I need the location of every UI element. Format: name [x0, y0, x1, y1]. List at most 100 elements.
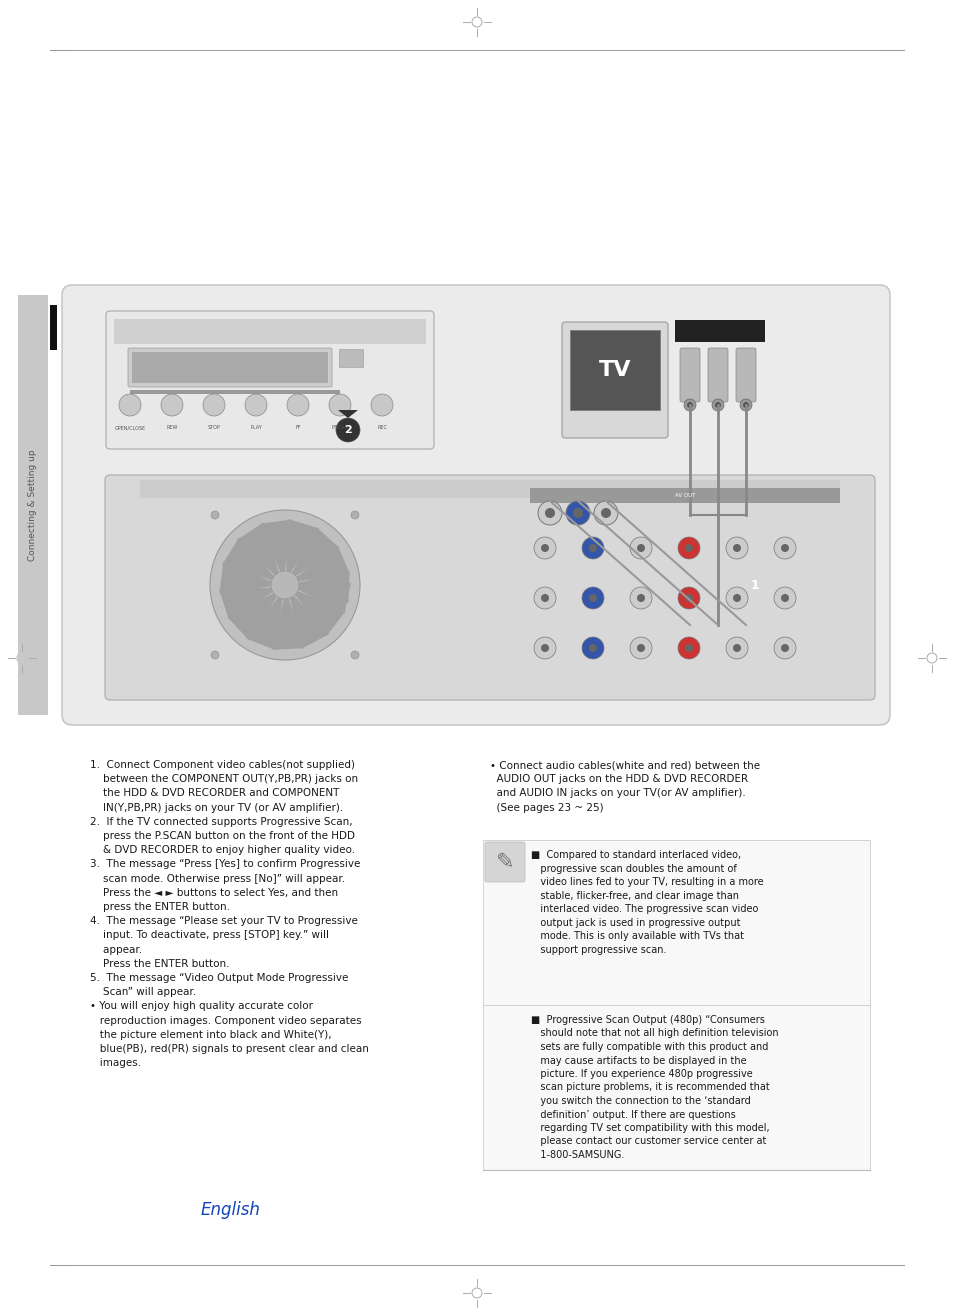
Text: 5.  The message “Video Output Mode Progressive: 5. The message “Video Output Mode Progre…: [90, 973, 348, 984]
Circle shape: [684, 594, 692, 602]
Circle shape: [781, 644, 788, 652]
Circle shape: [335, 418, 359, 442]
Text: STOP: STOP: [208, 425, 220, 430]
Polygon shape: [219, 588, 274, 619]
FancyBboxPatch shape: [707, 348, 727, 402]
Circle shape: [540, 594, 548, 602]
Circle shape: [537, 501, 561, 525]
Circle shape: [581, 636, 603, 659]
Circle shape: [594, 501, 618, 525]
Circle shape: [714, 402, 720, 408]
FancyBboxPatch shape: [140, 480, 840, 498]
Text: input. To deactivate, press [STOP] key.” will: input. To deactivate, press [STOP] key.”…: [90, 931, 329, 940]
Polygon shape: [294, 546, 350, 581]
Text: 1-800-SAMSUNG.: 1-800-SAMSUNG.: [531, 1151, 623, 1160]
Polygon shape: [289, 594, 329, 650]
Polygon shape: [296, 583, 351, 614]
Text: 3.  The message “Press [Yes] to confirm Progressive: 3. The message “Press [Yes] to confirm P…: [90, 860, 360, 869]
Polygon shape: [337, 410, 357, 418]
Text: you switch the connection to the ‘standard: you switch the connection to the ‘standa…: [531, 1095, 750, 1106]
Circle shape: [287, 394, 309, 416]
Text: REC: REC: [376, 425, 387, 430]
Text: ■  Compared to standard interlaced video,: ■ Compared to standard interlaced video,: [531, 849, 740, 860]
FancyBboxPatch shape: [735, 348, 755, 402]
Circle shape: [211, 651, 219, 659]
Text: output jack is used in progressive output: output jack is used in progressive outpu…: [531, 918, 740, 927]
Circle shape: [371, 394, 393, 416]
Circle shape: [540, 544, 548, 552]
Text: stable, flicker-free, and clear image than: stable, flicker-free, and clear image th…: [531, 890, 739, 901]
Circle shape: [732, 594, 740, 602]
Circle shape: [581, 537, 603, 559]
FancyBboxPatch shape: [482, 840, 869, 1170]
FancyBboxPatch shape: [62, 285, 889, 725]
Text: interlaced video. The progressive scan video: interlaced video. The progressive scan v…: [531, 903, 758, 914]
Text: the HDD & DVD RECORDER and COMPONENT: the HDD & DVD RECORDER and COMPONENT: [90, 789, 339, 798]
FancyBboxPatch shape: [132, 352, 328, 383]
Circle shape: [773, 636, 795, 659]
Circle shape: [684, 644, 692, 652]
Circle shape: [581, 586, 603, 609]
Circle shape: [351, 651, 358, 659]
Text: • Connect audio cables(white and red) between the: • Connect audio cables(white and red) be…: [490, 760, 760, 771]
Text: regarding TV set compatibility with this model,: regarding TV set compatibility with this…: [531, 1123, 769, 1134]
FancyBboxPatch shape: [561, 322, 667, 438]
Text: reproduction images. Component video separates: reproduction images. Component video sep…: [90, 1015, 361, 1026]
Text: 4.  The message “Please set your TV to Progressive: 4. The message “Please set your TV to Pr…: [90, 917, 357, 926]
Circle shape: [161, 394, 183, 416]
Text: may cause artifacts to be displayed in the: may cause artifacts to be displayed in t…: [531, 1056, 746, 1065]
Text: PLAY: PLAY: [250, 425, 262, 430]
Circle shape: [725, 586, 747, 609]
Text: & DVD RECORDER to enjoy higher quality video.: & DVD RECORDER to enjoy higher quality v…: [90, 846, 355, 855]
Polygon shape: [246, 596, 283, 651]
Text: blue(PB), red(PR) signals to present clear and clean: blue(PB), red(PR) signals to present cle…: [90, 1044, 369, 1055]
Text: support progressive scan.: support progressive scan.: [531, 944, 666, 955]
Circle shape: [119, 394, 141, 416]
Text: between the COMPONENT OUT(Y,PB,PR) jacks on: between the COMPONENT OUT(Y,PB,PR) jacks…: [90, 775, 357, 784]
Text: TV: TV: [598, 360, 631, 380]
Circle shape: [740, 569, 769, 600]
FancyBboxPatch shape: [530, 488, 840, 504]
FancyBboxPatch shape: [106, 312, 434, 448]
Circle shape: [637, 644, 644, 652]
FancyBboxPatch shape: [50, 305, 57, 350]
Circle shape: [351, 512, 358, 519]
Circle shape: [686, 402, 692, 408]
Text: press the ENTER button.: press the ENTER button.: [90, 902, 230, 913]
Circle shape: [742, 402, 748, 408]
Circle shape: [271, 571, 298, 600]
Polygon shape: [286, 519, 318, 573]
Polygon shape: [222, 538, 275, 581]
Text: 1.  Connect Component video cables(not supplied): 1. Connect Component video cables(not su…: [90, 760, 355, 771]
Text: the picture element into black and White(Y),: the picture element into black and White…: [90, 1030, 332, 1040]
Circle shape: [203, 394, 225, 416]
FancyBboxPatch shape: [569, 330, 659, 410]
Circle shape: [588, 594, 597, 602]
Text: P.SCAN: P.SCAN: [331, 425, 348, 430]
Text: Press the ENTER button.: Press the ENTER button.: [90, 959, 230, 969]
Text: scan mode. Otherwise press [No]” will appear.: scan mode. Otherwise press [No]” will ap…: [90, 873, 345, 884]
FancyBboxPatch shape: [338, 348, 363, 367]
Polygon shape: [273, 597, 304, 650]
Circle shape: [725, 537, 747, 559]
Text: FF: FF: [294, 425, 300, 430]
Text: progressive scan doubles the amount of: progressive scan doubles the amount of: [531, 864, 736, 873]
Text: Connecting & Setting up: Connecting & Setting up: [29, 450, 37, 560]
Polygon shape: [291, 527, 339, 577]
FancyBboxPatch shape: [130, 391, 339, 394]
Circle shape: [711, 398, 723, 412]
Text: scan picture problems, it is recommended that: scan picture problems, it is recommended…: [531, 1082, 769, 1093]
FancyBboxPatch shape: [105, 475, 874, 700]
Text: ✎: ✎: [496, 852, 514, 872]
Circle shape: [540, 644, 548, 652]
Polygon shape: [219, 562, 273, 593]
Circle shape: [588, 644, 597, 652]
FancyBboxPatch shape: [113, 320, 426, 345]
Polygon shape: [227, 592, 278, 640]
Text: 1: 1: [750, 579, 759, 592]
Circle shape: [573, 508, 582, 518]
Text: Press the ◄ ► buttons to select Yes, and then: Press the ◄ ► buttons to select Yes, and…: [90, 888, 337, 898]
Text: 2: 2: [344, 425, 352, 435]
Circle shape: [600, 508, 610, 518]
Circle shape: [781, 544, 788, 552]
